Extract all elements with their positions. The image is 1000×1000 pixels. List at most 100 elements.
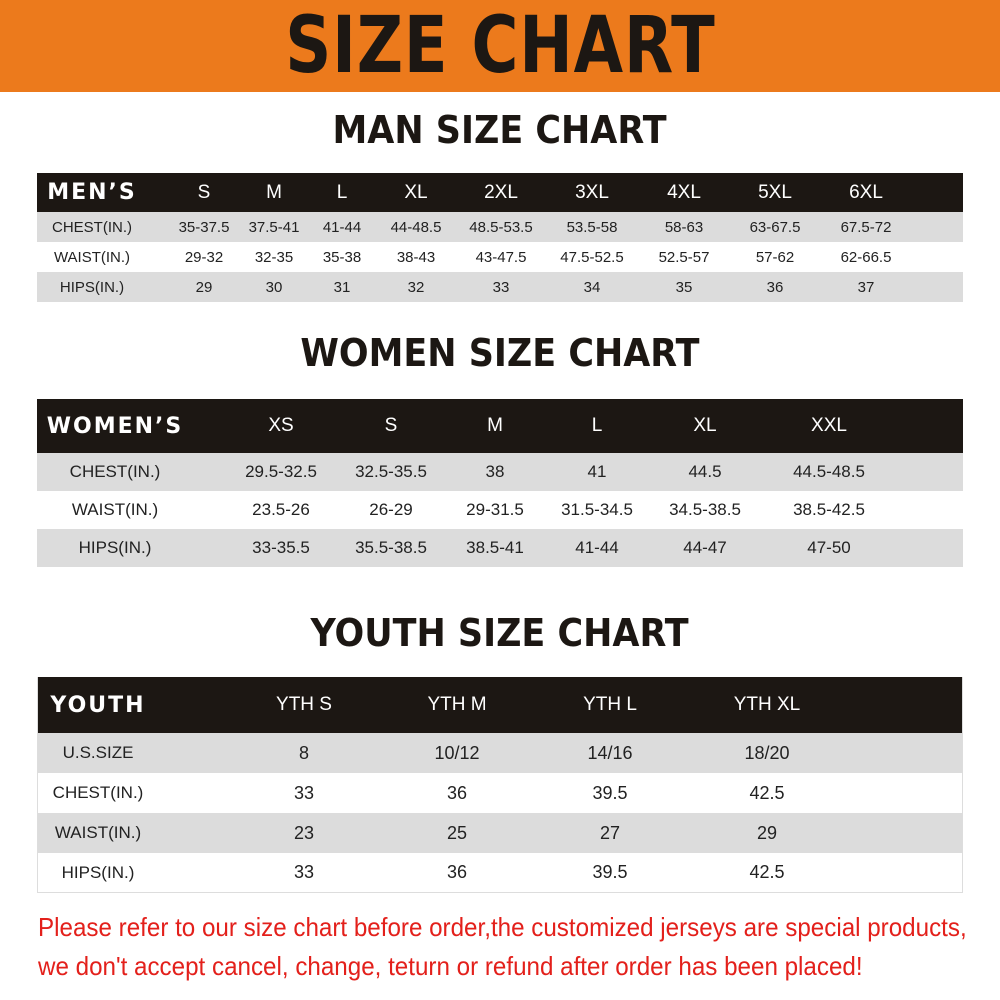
- table-row: WAIST(IN.) 23 25 27 29: [38, 813, 962, 853]
- table-row: HIPS(IN.) 29 30 31 32 33 34 35 36 37: [37, 272, 963, 302]
- measurement-label: WAIST(IN.): [71, 500, 159, 519]
- size-value: 32-35: [254, 248, 294, 266]
- size-header: 5XL: [758, 181, 792, 203]
- women-title: WOMEN SIZE CHART: [0, 331, 1000, 375]
- table-title-cell: YOUTH: [50, 692, 146, 718]
- size-value: 36: [446, 782, 468, 803]
- size-value: 44-47: [683, 538, 727, 557]
- size-value: 44-48.5: [390, 218, 442, 236]
- measurement-label: WAIST(IN.): [54, 823, 142, 842]
- size-header: M: [487, 415, 503, 436]
- youth-size-table: YOUTH YTH S YTH M YTH L YTH XL U.S.SIZE 8 10/12…: [37, 677, 963, 893]
- size-value: 33: [293, 782, 315, 803]
- size-value: 63-67.5: [749, 218, 801, 236]
- youth-title-text: YOUTH SIZE CHART: [310, 611, 690, 655]
- size-value: 14/16: [587, 742, 633, 763]
- size-value: 29.5-32.5: [245, 462, 317, 481]
- size-value: 33: [492, 278, 510, 296]
- size-value: 41: [587, 462, 607, 481]
- women-title-text: WOMEN SIZE CHART: [300, 331, 700, 375]
- measurement-label: HIPS(IN.): [61, 862, 135, 882]
- size-value: 53.5-58: [566, 218, 618, 236]
- size-value: 29-32: [184, 248, 224, 266]
- size-header: S: [384, 415, 398, 436]
- notice-line-2: we don't accept cancel, change, teturn o…: [38, 951, 863, 981]
- size-value: 8: [298, 742, 310, 763]
- measurement-label: U.S.SIZE: [62, 743, 134, 762]
- size-header: M: [266, 181, 282, 203]
- women-size-table: WOMEN’S XS S M L XL XXL CHEST(IN.) 29.5-32.5 32.5…: [37, 399, 963, 567]
- men-title: MAN SIZE CHART: [0, 108, 1000, 152]
- size-value: 23: [293, 822, 315, 843]
- size-header: YTH S: [276, 694, 332, 715]
- table-row: HIPS(IN.) 33 36 39.5 42.5: [38, 853, 962, 893]
- table-header-row: MEN’S S M L XL 2XL 3XL 4XL 5XL 6XL: [37, 173, 963, 212]
- size-value: 33-35.5: [252, 538, 310, 557]
- size-value: 47.5-52.5: [560, 248, 624, 266]
- size-header: XXL: [811, 415, 847, 436]
- table-row: CHEST(IN.) 35-37.5 37.5-41 41-44 44-48.5 48.5…: [37, 212, 963, 242]
- size-value: 29: [195, 278, 213, 296]
- size-value: 37.5-41: [248, 218, 300, 236]
- size-value: 38.5-41: [466, 538, 524, 557]
- size-value: 30: [265, 278, 283, 296]
- size-value: 48.5-53.5: [469, 218, 533, 236]
- size-value: 10/12: [434, 742, 480, 763]
- size-header: XL: [404, 181, 428, 203]
- measurement-label: HIPS(IN.): [78, 538, 152, 557]
- table-row: CHEST(IN.) 29.5-32.5 32.5-35.5 38 41 44.5 44.5…: [37, 453, 963, 491]
- table-row: HIPS(IN.) 33-35.5 35.5-38.5 38.5-41 41-44 44-…: [37, 529, 963, 567]
- size-value: 41-44: [575, 538, 619, 557]
- men-title-text: MAN SIZE CHART: [332, 108, 668, 152]
- size-header: YTH L: [583, 694, 637, 715]
- size-value: 18/20: [744, 742, 790, 763]
- size-value: 42.5: [749, 782, 785, 803]
- size-header: 2XL: [484, 181, 518, 203]
- size-value: 35.5-38.5: [355, 538, 427, 557]
- size-value: 23.5-26: [252, 500, 310, 519]
- size-value: 37: [857, 278, 875, 296]
- table-row: CHEST(IN.) 33 36 39.5 42.5: [38, 773, 962, 813]
- size-value: 42.5: [749, 862, 785, 882]
- size-value: 34.5-38.5: [669, 500, 741, 519]
- size-value: 34: [583, 278, 601, 296]
- men-size-table: MEN’S S M L XL 2XL 3XL 4XL 5XL 6XL CHEST(IN.) 35-37…: [37, 173, 963, 302]
- size-value: 57-62: [755, 248, 795, 266]
- size-value: 38: [485, 462, 505, 481]
- size-header: 6XL: [849, 181, 883, 203]
- size-value: 25: [446, 822, 468, 843]
- table-header-row: WOMEN’S XS S M L XL XXL: [37, 399, 963, 453]
- table-header-row: YOUTH YTH S YTH M YTH L YTH XL: [38, 677, 962, 733]
- size-header: L: [336, 181, 348, 203]
- size-value: 58-63: [664, 218, 704, 236]
- table-title-cell: WOMEN’S: [46, 413, 184, 439]
- table-row: WAIST(IN.) 23.5-26 26-29 29-31.5 31.5-34.5 34…: [37, 491, 963, 529]
- size-header: 3XL: [575, 181, 609, 203]
- size-value: 33: [293, 862, 315, 882]
- size-value: 43-47.5: [475, 248, 527, 266]
- size-value: 32.5-35.5: [355, 462, 427, 481]
- size-value: 38-43: [396, 248, 436, 266]
- size-value: 39.5: [592, 782, 628, 803]
- size-header: YTH XL: [733, 694, 801, 715]
- size-value: 26-29: [369, 500, 413, 519]
- size-value: 35-37.5: [178, 218, 230, 236]
- size-value: 35: [675, 278, 693, 296]
- banner: SIZE CHART: [0, 0, 1000, 92]
- size-value: 67.5-72: [840, 218, 892, 236]
- size-value: 29-31.5: [466, 500, 524, 519]
- size-header: L: [591, 415, 603, 436]
- size-value: 52.5-57: [658, 248, 710, 266]
- size-value: 62-66.5: [840, 248, 892, 266]
- measurement-label: CHEST(IN.): [52, 783, 144, 802]
- size-value: 44.5-48.5: [793, 462, 865, 481]
- notice-line-1: Please refer to our size chart before or…: [38, 912, 967, 942]
- size-value: 27: [599, 822, 621, 843]
- measurement-label: WAIST(IN.): [53, 248, 131, 266]
- size-value: 38.5-42.5: [793, 500, 865, 519]
- size-header: S: [197, 181, 211, 203]
- size-value: 41-44: [322, 218, 362, 236]
- table-title-cell: MEN’S: [47, 180, 137, 205]
- measurement-label: CHEST(IN.): [69, 462, 161, 481]
- size-value: 36: [766, 278, 784, 296]
